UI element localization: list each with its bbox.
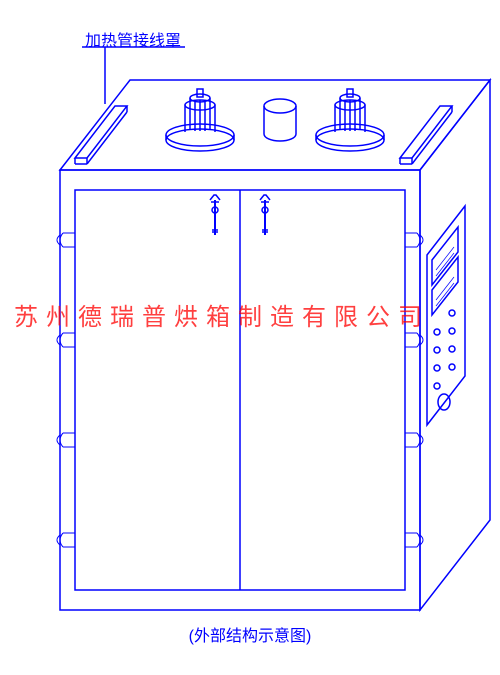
watermark-text: 苏州德瑞普烘箱制造有限公司 (14, 297, 430, 332)
control-panel (427, 206, 465, 425)
diagram-caption: (外部结构示意图) (0, 622, 500, 646)
motor-right (316, 89, 384, 151)
motor-left (166, 89, 234, 151)
heating-cover-label: 加热管接线罩 (85, 27, 181, 51)
door-latch-left (210, 195, 220, 235)
oven-diagram (0, 0, 500, 675)
door-latch-right (260, 195, 270, 235)
